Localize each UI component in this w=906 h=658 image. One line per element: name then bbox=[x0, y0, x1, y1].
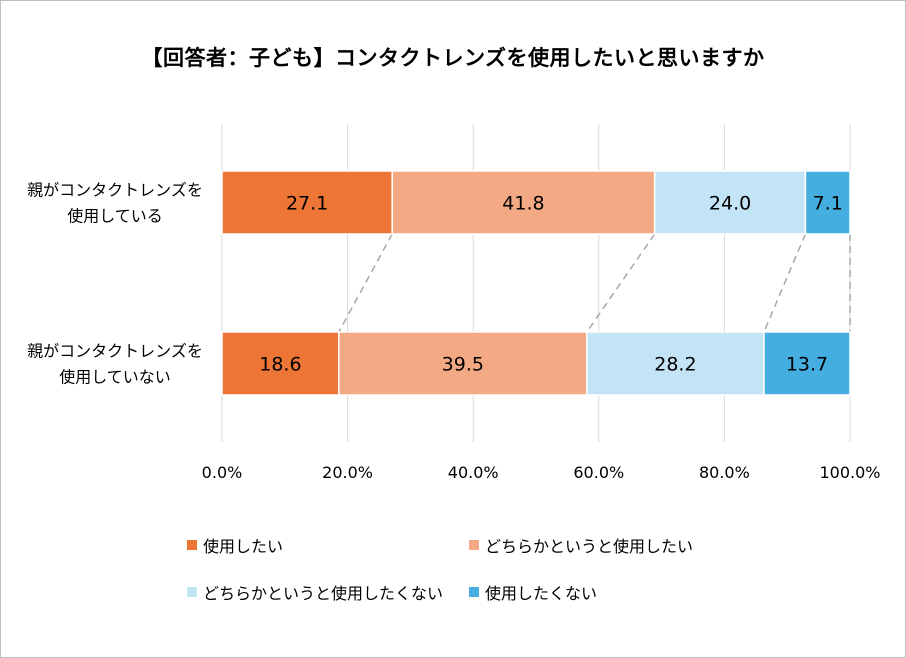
x-tick-label: 40.0% bbox=[448, 463, 499, 482]
legend-label: どちらかというと使用したい bbox=[485, 537, 694, 556]
category-label: 親がコンタクトレンズを bbox=[27, 181, 203, 200]
data-label: 27.1 bbox=[286, 193, 328, 215]
legend-item: 使用したくない bbox=[469, 580, 597, 604]
series-line bbox=[338, 233, 393, 333]
bar-segment bbox=[586, 331, 765, 396]
category-label: 使用していない bbox=[59, 368, 171, 387]
bar-segment bbox=[804, 170, 851, 235]
x-tick-label: 0.0% bbox=[202, 463, 243, 482]
legend-item: どちらかというと使用したい bbox=[469, 533, 693, 557]
x-tick-label: 80.0% bbox=[699, 463, 750, 482]
legend-swatch bbox=[469, 540, 479, 550]
data-label: 13.7 bbox=[786, 354, 828, 376]
data-label: 7.1 bbox=[813, 193, 843, 215]
legend-item: どちらかというと使用したくない bbox=[187, 580, 443, 604]
legend-swatch bbox=[187, 587, 197, 597]
category-label: 使用している bbox=[67, 207, 163, 226]
data-label: 39.5 bbox=[442, 354, 484, 376]
series-line bbox=[586, 233, 656, 333]
data-label: 18.6 bbox=[259, 354, 301, 376]
x-tick-label: 20.0% bbox=[322, 463, 373, 482]
x-tick-label: 100.0% bbox=[819, 463, 880, 482]
series-line bbox=[763, 233, 807, 333]
chart-title: 【回答者：子ども】コンタクトレンズを使用したいと思いますか bbox=[141, 46, 765, 70]
legend-swatch bbox=[187, 540, 197, 550]
bar-segment bbox=[653, 170, 807, 235]
bar-segment bbox=[338, 331, 588, 396]
legend-swatch bbox=[469, 587, 479, 597]
legend-label: 使用したい bbox=[203, 537, 284, 556]
legend-label: 使用したくない bbox=[485, 584, 598, 603]
category-label: 親がコンタクトレンズを bbox=[27, 342, 203, 361]
legend-item: 使用したい bbox=[187, 533, 283, 557]
data-label: 41.8 bbox=[502, 193, 544, 215]
x-tick-label: 60.0% bbox=[573, 463, 624, 482]
legend-label: どちらかというと使用したくない bbox=[203, 584, 444, 603]
bar-segment bbox=[763, 331, 851, 396]
data-label: 24.0 bbox=[709, 193, 751, 215]
data-label: 28.2 bbox=[654, 354, 696, 376]
